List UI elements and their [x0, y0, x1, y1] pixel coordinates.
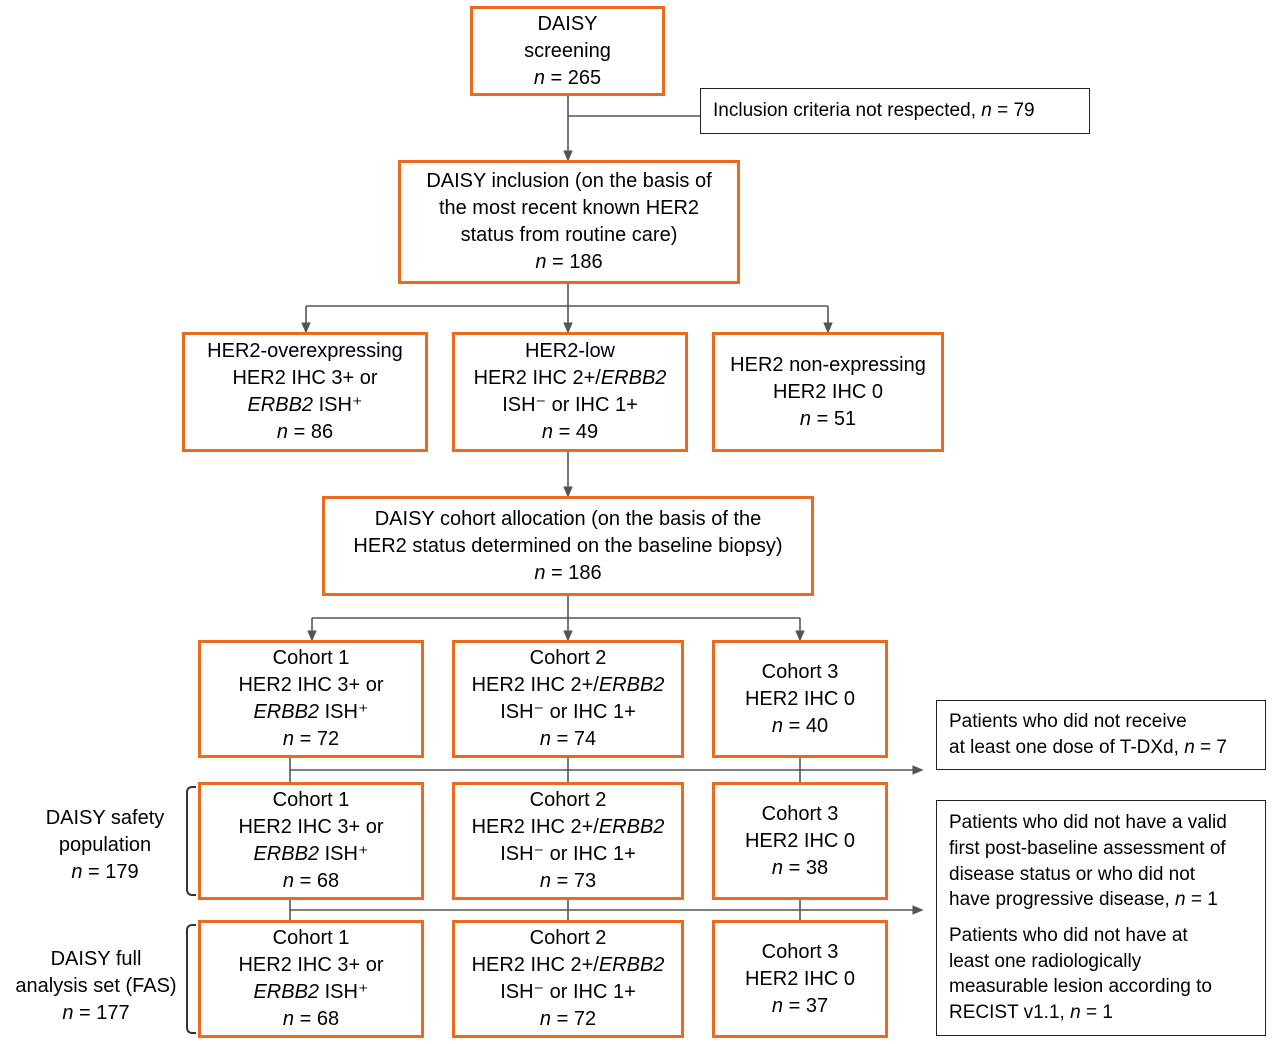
node-c3b: Cohort 3HER2 IHC 0n = 38 [712, 782, 888, 900]
text-line: DAISY inclusion (on the basis of [426, 168, 711, 195]
text-line: Cohort 2 [530, 645, 607, 672]
text-line: the most recent known HER2 [439, 195, 699, 222]
text-line: HER2 IHC 3+ or [232, 365, 377, 392]
node-her2_over: HER2-overexpressingHER2 IHC 3+ orERBB2 I… [182, 332, 428, 452]
text-line: first post-baseline assessment of [949, 836, 1226, 862]
node-c3c: Cohort 3HER2 IHC 0n = 37 [712, 920, 888, 1038]
text-line: ERBB2 ISH⁺ [253, 979, 368, 1006]
text-line: ERBB2 ISH⁺ [253, 841, 368, 868]
text-line: HER2 status determined on the baseline b… [353, 533, 782, 560]
n-line: n = 72 [540, 1006, 596, 1033]
node-c2b: Cohort 2HER2 IHC 2+/ERBB2ISH⁻ or IHC 1+n… [452, 782, 684, 900]
text-line: HER2 IHC 3+ or [238, 952, 383, 979]
text-line: status from routine care) [461, 222, 678, 249]
text-line: HER2 IHC 2+/ERBB2 [472, 814, 665, 841]
text-line [949, 913, 954, 923]
n-line: n = 68 [283, 868, 339, 895]
n-line: n = 72 [283, 726, 339, 753]
text-line: ISH⁻ or IHC 1+ [502, 392, 638, 419]
text-line: Cohort 3 [762, 939, 839, 966]
text-line: Patients who did not have a valid [949, 810, 1227, 836]
text-line: population [30, 832, 180, 859]
text-line: HER2 IHC 3+ or [238, 814, 383, 841]
text-line: DAISY full [6, 946, 186, 973]
text-line: Cohort 2 [530, 925, 607, 952]
text-line: n = 179 [30, 859, 180, 886]
text-line: Patients who did not receive [949, 709, 1187, 735]
text-line: HER2-low [525, 338, 615, 365]
node-note2: Patients who did not have a validfirst p… [936, 800, 1266, 1036]
text-line: Patients who did not have at [949, 923, 1188, 949]
node-c3a: Cohort 3HER2 IHC 0n = 40 [712, 640, 888, 758]
text-line: Cohort 3 [762, 659, 839, 686]
bracket-b2 [186, 924, 196, 1034]
n-line: n = 51 [800, 406, 856, 433]
text-line: HER2 non-expressing [730, 352, 926, 379]
text-line: DAISY [537, 11, 597, 38]
text-line: ISH⁻ or IHC 1+ [500, 979, 636, 1006]
text-line: HER2 IHC 2+/ERBB2 [472, 672, 665, 699]
text-line: measurable lesion according to [949, 974, 1212, 1000]
n-line: n = 68 [283, 1006, 339, 1033]
text-line: HER2 IHC 2+/ERBB2 [472, 952, 665, 979]
node-allocation: DAISY cohort allocation (on the basis of… [322, 496, 814, 596]
n-line: n = 73 [540, 868, 596, 895]
n-line: n = 186 [535, 249, 602, 276]
node-note1: Patients who did not receiveat least one… [936, 700, 1266, 770]
label-fas: DAISY fullanalysis set (FAS)n = 177 [6, 946, 186, 1027]
text-line: Cohort 2 [530, 787, 607, 814]
node-inclusion: DAISY inclusion (on the basis ofthe most… [398, 160, 740, 284]
text-line: Cohort 1 [273, 787, 350, 814]
text-line: screening [524, 38, 611, 65]
node-c2c: Cohort 2HER2 IHC 2+/ERBB2ISH⁻ or IHC 1+n… [452, 920, 684, 1038]
n-line: n = 74 [540, 726, 596, 753]
text-line: Cohort 1 [273, 645, 350, 672]
text-line: HER2 IHC 2+/ERBB2 [474, 365, 667, 392]
n-line: n = 86 [277, 419, 333, 446]
text-line: DAISY safety [30, 805, 180, 832]
node-c2a: Cohort 2HER2 IHC 2+/ERBB2ISH⁻ or IHC 1+n… [452, 640, 684, 758]
text-line: Cohort 3 [762, 801, 839, 828]
node-c1c: Cohort 1HER2 IHC 3+ orERBB2 ISH⁺n = 68 [198, 920, 424, 1038]
text-line: Cohort 1 [273, 925, 350, 952]
text-line: n = 177 [6, 1000, 186, 1027]
text-line: least one radiologically [949, 949, 1141, 975]
node-her2_non: HER2 non-expressingHER2 IHC 0n = 51 [712, 332, 944, 452]
text-line: have progressive disease, n = 1 [949, 887, 1218, 913]
text-line: HER2 IHC 3+ or [238, 672, 383, 699]
text-line: disease status or who did not [949, 862, 1195, 888]
node-c1b: Cohort 1HER2 IHC 3+ orERBB2 ISH⁺n = 68 [198, 782, 424, 900]
bracket-b1 [186, 786, 196, 896]
n-line: n = 40 [772, 713, 828, 740]
text-line: HER2 IHC 0 [745, 686, 855, 713]
node-her2_low: HER2-lowHER2 IHC 2+/ERBB2ISH⁻ or IHC 1+n… [452, 332, 688, 452]
text-line: ERBB2 ISH⁺ [253, 699, 368, 726]
text-line: HER2 IHC 0 [773, 379, 883, 406]
node-c1a: Cohort 1HER2 IHC 3+ orERBB2 ISH⁺n = 72 [198, 640, 424, 758]
n-line: n = 37 [772, 993, 828, 1020]
text-line: RECIST v1.1, n = 1 [949, 1000, 1113, 1026]
text-line: analysis set (FAS) [6, 973, 186, 1000]
text-line: at least one dose of T-DXd, n = 7 [949, 735, 1227, 761]
text-line: HER2 IHC 0 [745, 966, 855, 993]
node-screening: DAISYscreeningn = 265 [470, 6, 665, 96]
n-line: n = 49 [542, 419, 598, 446]
n-line: n = 265 [534, 65, 601, 92]
text-line: ISH⁻ or IHC 1+ [500, 699, 636, 726]
n-line: n = 186 [534, 560, 601, 587]
n-line: n = 38 [772, 855, 828, 882]
label-safety: DAISY safetypopulationn = 179 [30, 805, 180, 886]
text-line: HER2-overexpressing [207, 338, 403, 365]
text-line: Inclusion criteria not respected, n = 79 [713, 98, 1035, 124]
text-line: ERBB2 ISH⁺ [247, 392, 362, 419]
node-exclusion: Inclusion criteria not respected, n = 79 [700, 88, 1090, 134]
text-line: DAISY cohort allocation (on the basis of… [375, 506, 762, 533]
text-line: HER2 IHC 0 [745, 828, 855, 855]
text-line: ISH⁻ or IHC 1+ [500, 841, 636, 868]
